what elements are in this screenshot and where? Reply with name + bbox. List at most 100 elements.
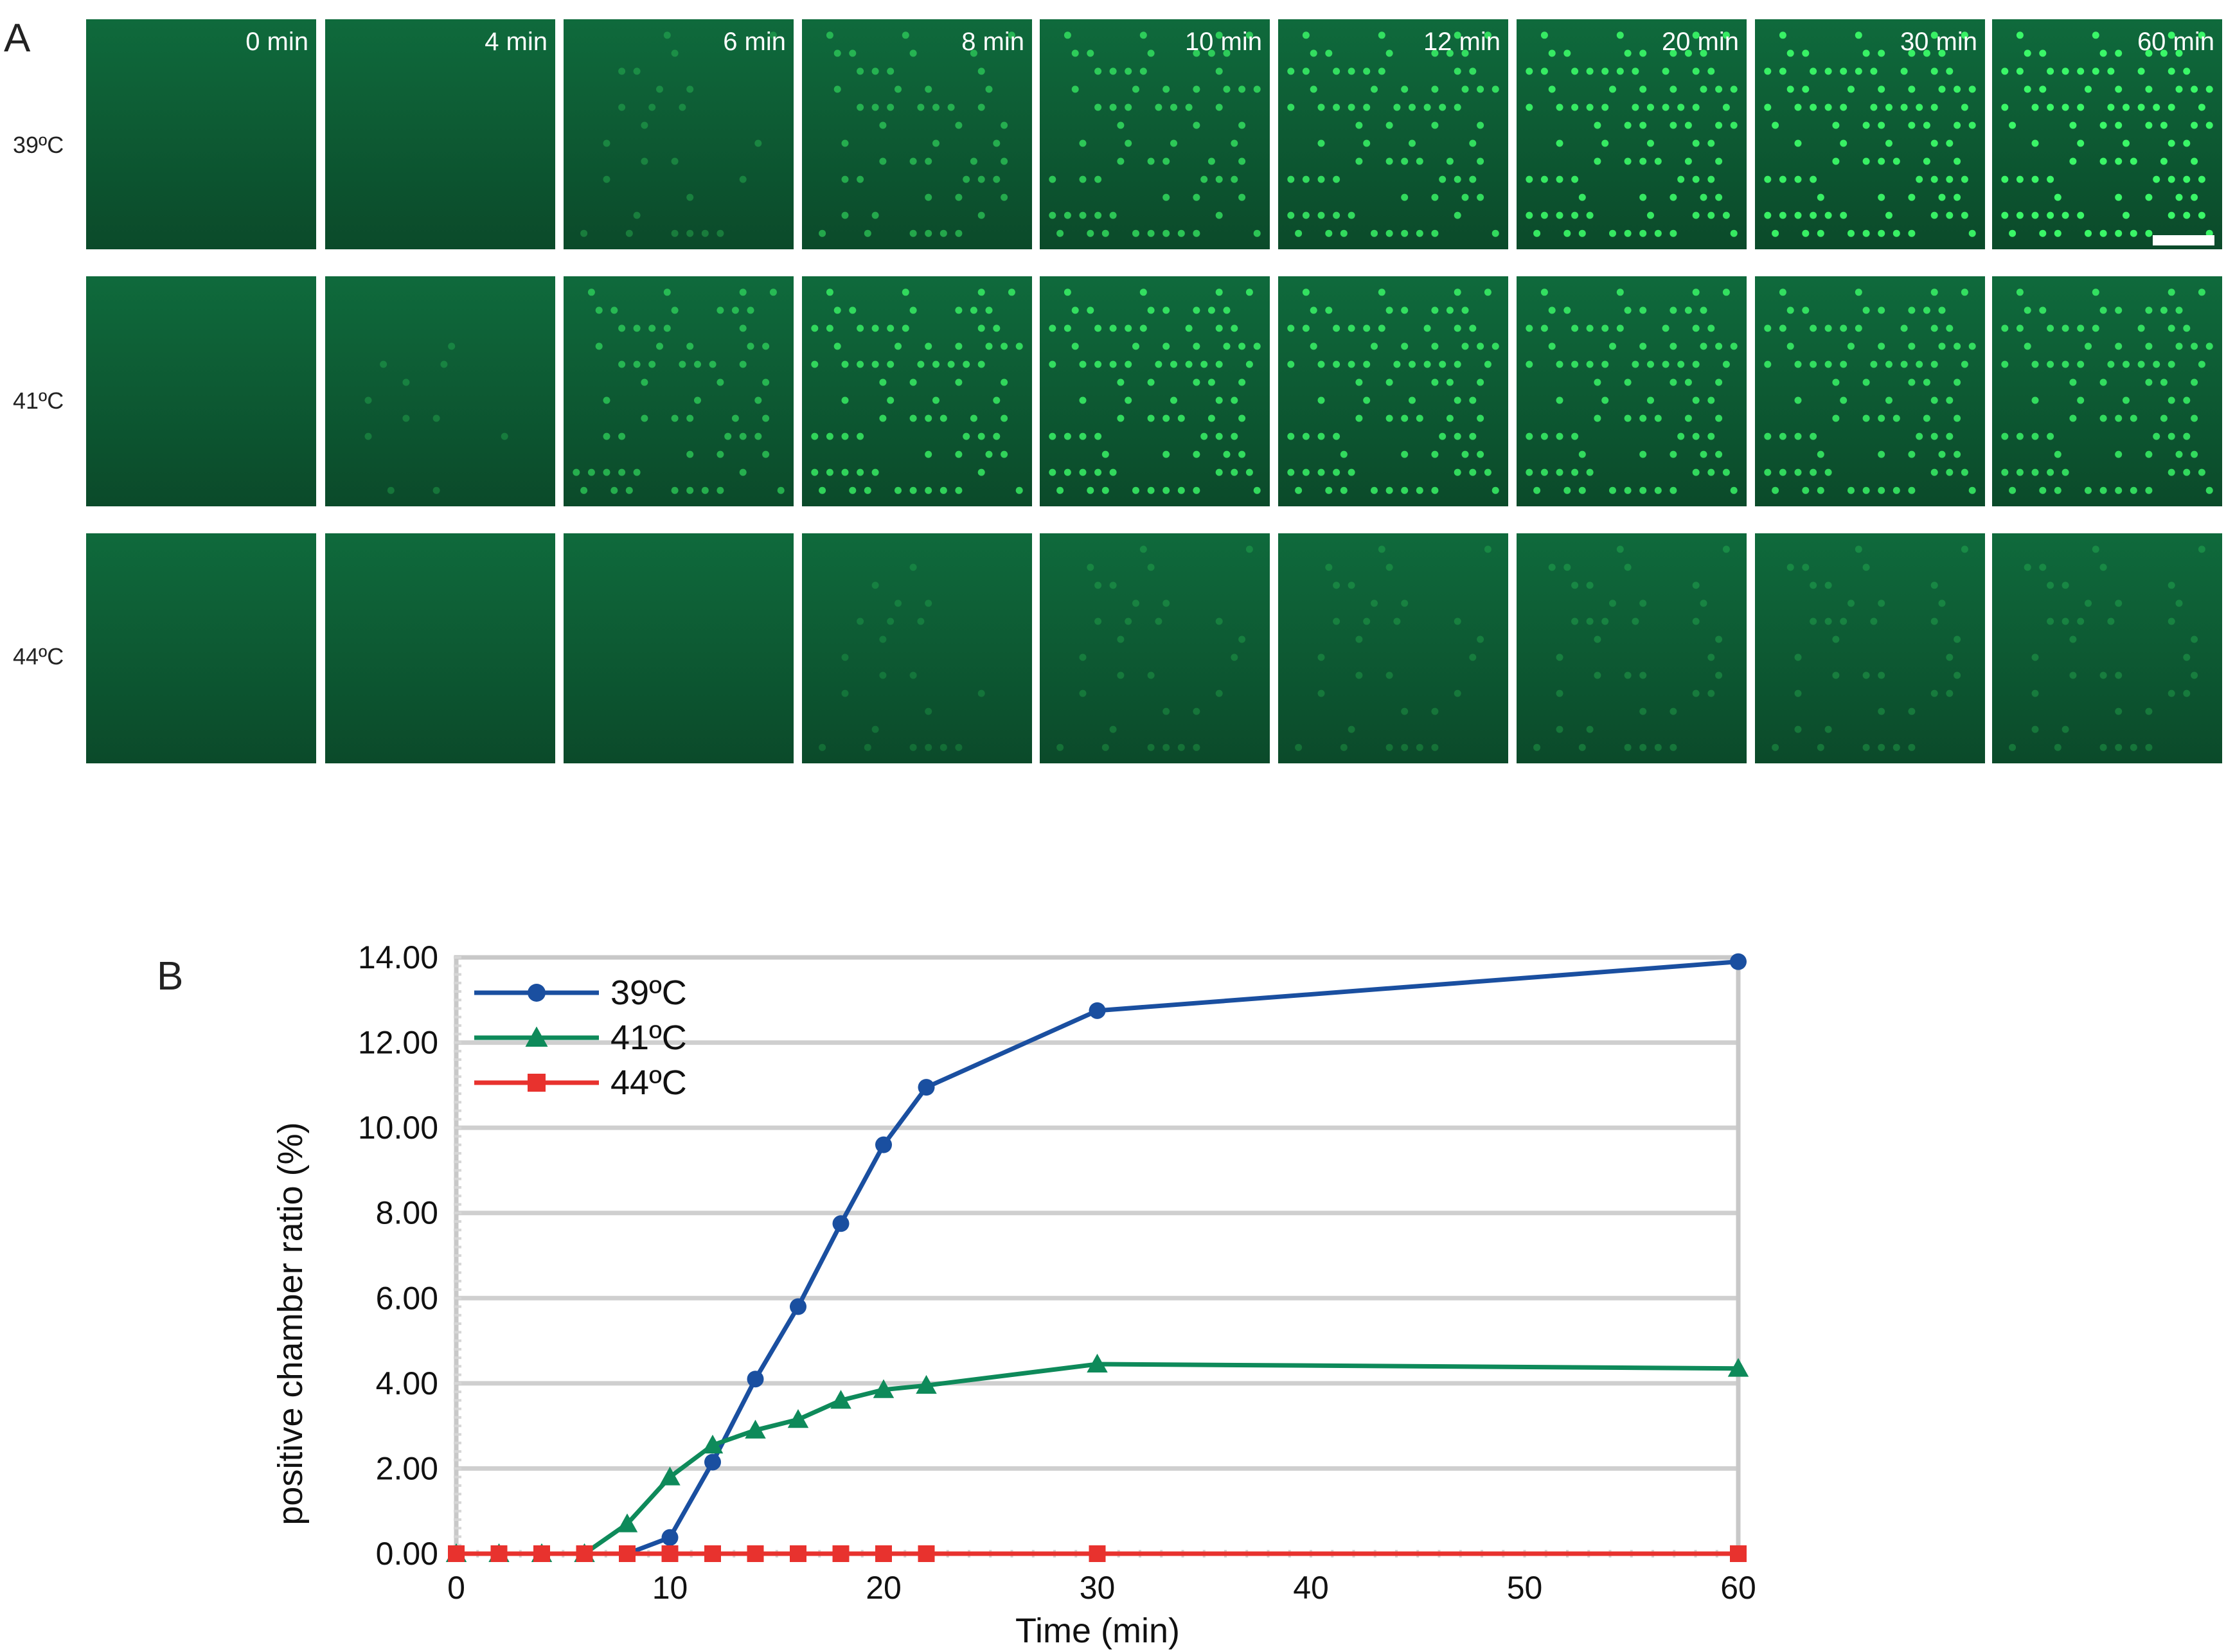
micrograph-tile [325, 533, 555, 763]
data-point [704, 1545, 721, 1562]
scale-bar [2153, 235, 2214, 245]
data-point [1730, 953, 1747, 970]
line-chart: 0.00 2.00 4.00 6.00 8.00 10.00 12.00 14.00 0 10 2… [271, 939, 1756, 1650]
microscopy-grid: 0 min 4 min 6 min 8 min 10 min 12 min 20 min 30… [86, 19, 2222, 763]
micrograph-tile [802, 533, 1032, 763]
y-tick-label: 2.00 [376, 1450, 438, 1486]
micrograph-tile [1040, 19, 1270, 249]
legend: 39ºC 41ºC 44ºC [474, 973, 687, 1102]
y-axis-title: positive chamber ratio (%) [271, 1122, 310, 1525]
data-point [747, 1545, 764, 1562]
micrograph-tile [1278, 533, 1508, 763]
micrograph-tile [1992, 276, 2222, 506]
legend-entry: 41ºC [474, 1018, 687, 1057]
data-point [1730, 1545, 1747, 1562]
micrograph-tile [86, 276, 316, 506]
data-point [790, 1545, 806, 1562]
row-labels: 39ºC 41ºC 44ºC [13, 132, 64, 670]
micrograph-tile [564, 19, 794, 249]
micrograph-tile [1992, 533, 2222, 763]
micrograph-tile [564, 533, 794, 763]
data-point [875, 1136, 892, 1153]
x-tick-label: 60 [1720, 1570, 1756, 1606]
y-tick-labels: 0.00 2.00 4.00 6.00 8.00 10.00 12.00 14.00 [358, 939, 438, 1572]
legend-label: 41ºC [610, 1018, 687, 1057]
micrograph-tile [325, 19, 555, 249]
x-tick-label: 30 [1080, 1570, 1116, 1606]
y-tick-label: 6.00 [376, 1280, 438, 1316]
x-tick-label: 0 [447, 1570, 465, 1606]
data-point [1727, 1358, 1749, 1377]
x-axis-title: Time (min) [1015, 1612, 1180, 1650]
data-point [533, 1545, 550, 1562]
data-point [1087, 1353, 1108, 1373]
data-point [525, 1026, 548, 1047]
data-point [528, 984, 546, 1002]
legend-label: 44ºC [610, 1063, 687, 1102]
data-point [918, 1079, 935, 1096]
time-label: 30 min [1900, 28, 1977, 56]
y-tick-label: 14.00 [358, 939, 438, 975]
data-point [619, 1545, 636, 1562]
micrograph-tile [86, 19, 316, 249]
micrograph-tile [1517, 19, 1747, 249]
panel-b-label: B [157, 954, 183, 999]
data-point [747, 1371, 764, 1388]
micrograph-tile [325, 276, 555, 506]
series-line [456, 1362, 1739, 1556]
x-tick-label: 40 [1293, 1570, 1329, 1606]
data-point [661, 1529, 679, 1546]
y-tick-label: 12.00 [358, 1025, 438, 1061]
micrograph-tile [1040, 276, 1270, 506]
data-point [704, 1453, 721, 1471]
data-point [832, 1215, 850, 1232]
y-tick-label: 4.00 [376, 1365, 438, 1401]
micrograph-tile [1040, 533, 1270, 763]
time-label: 0 min [245, 28, 308, 56]
data-point [448, 1545, 465, 1562]
time-label: 12 min [1423, 28, 1500, 56]
time-label: 60 min [2137, 28, 2214, 56]
x-tick-labels: 0 10 20 30 40 50 60 [447, 1570, 1756, 1606]
micrograph-tile [802, 276, 1032, 506]
micrograph-tile [1755, 533, 1985, 763]
micrograph-tile [86, 533, 316, 763]
time-label: 6 min [723, 28, 786, 56]
time-label: 20 min [1662, 28, 1739, 56]
data-point [873, 1379, 895, 1398]
y-tick-label: 10.00 [358, 1110, 438, 1146]
data-point [830, 1390, 851, 1409]
data-point [702, 1434, 724, 1453]
micrograph-tile [1992, 19, 2222, 249]
micrograph-tile [1278, 19, 1508, 249]
micrograph-tile [1755, 276, 1985, 506]
data-point [918, 1545, 935, 1562]
time-label: 4 min [485, 28, 548, 56]
row-label-39: 39ºC [13, 132, 64, 158]
legend-entry: 39ºC [474, 973, 687, 1012]
x-tick-label: 10 [652, 1570, 688, 1606]
time-label: 8 min [961, 28, 1024, 56]
data-point [576, 1545, 593, 1562]
y-tick-label: 0.00 [376, 1536, 438, 1572]
data-point [659, 1466, 681, 1486]
x-tick-label: 20 [866, 1570, 902, 1606]
micrograph-tile [1755, 19, 1985, 249]
data-point [875, 1545, 892, 1562]
legend-label: 39ºC [610, 973, 687, 1012]
y-tick-label: 8.00 [376, 1195, 438, 1231]
micrograph-tile [802, 19, 1032, 249]
data-point [490, 1545, 508, 1562]
data-point [787, 1408, 809, 1428]
data-point [832, 1545, 850, 1562]
data-point [1089, 1002, 1106, 1019]
micrograph-tile [1278, 276, 1508, 506]
data-point [745, 1419, 766, 1439]
data-point [528, 1074, 546, 1092]
series-2 [448, 1545, 1747, 1562]
micrograph-tile [1517, 276, 1747, 506]
data-point [790, 1298, 806, 1315]
x-tick-label: 50 [1507, 1570, 1543, 1606]
micrograph-tile [1517, 533, 1747, 763]
